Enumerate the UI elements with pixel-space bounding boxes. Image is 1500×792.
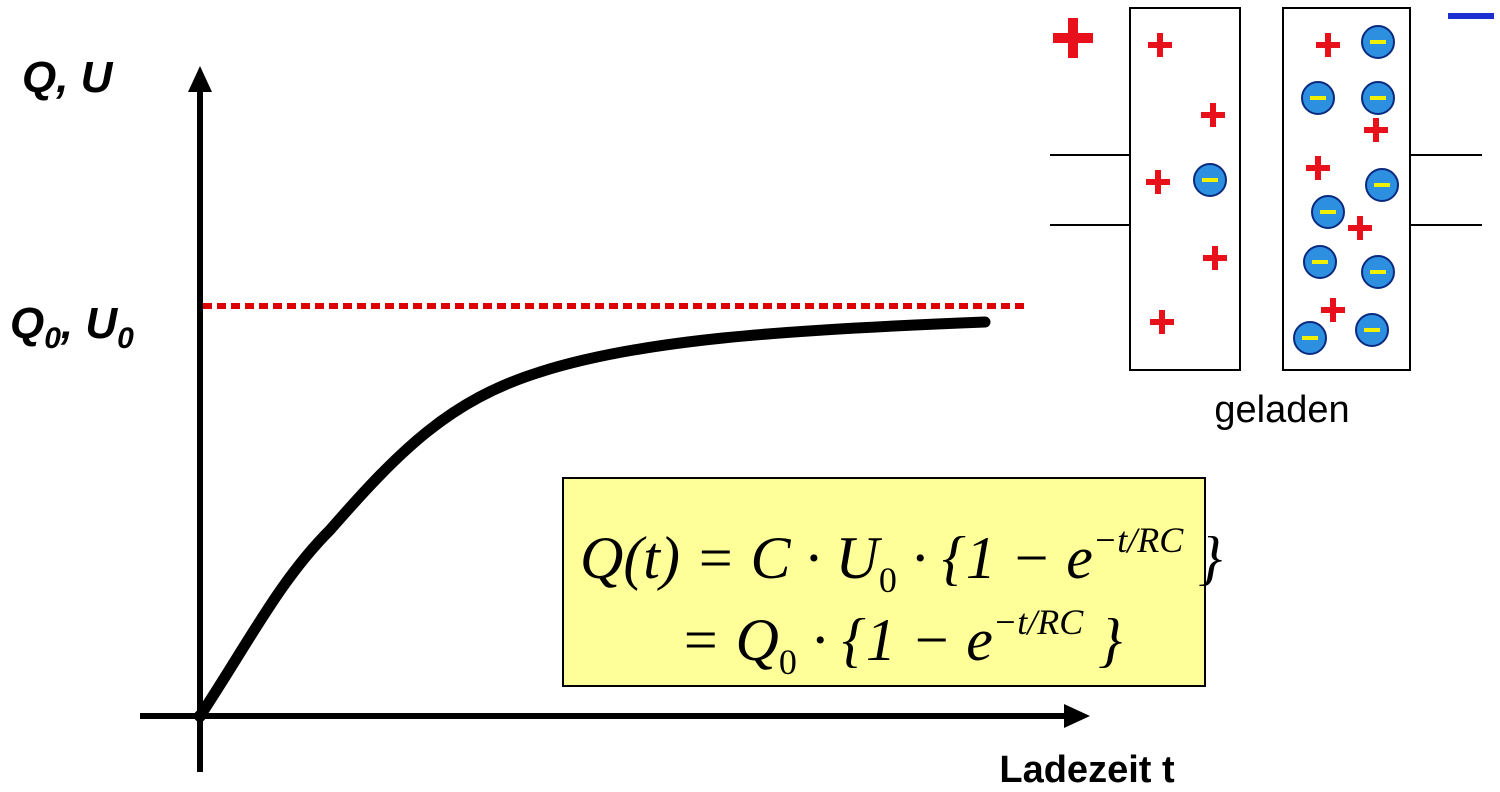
x-axis-label: Ladezeit t [999,749,1175,791]
body: Q, U Q0, U0 Ladezeit t Q(t) = C · U0 · {… [0,0,1500,792]
electron [1362,256,1394,288]
electron-minus [1202,178,1218,182]
level-u-sub: 0 [117,322,134,355]
level-label: Q0, U0 [10,299,134,355]
electron [1362,82,1394,114]
plus-bar [1159,310,1165,334]
electron [1194,164,1226,196]
y-axis-label: Q, U [22,53,114,102]
plus-bar [1212,246,1218,270]
electron [1294,322,1326,354]
plus-charge [1316,33,1340,57]
diagram: Q, U Q0, U0 Ladezeit t Q(t) = C · U0 · {… [0,0,1500,792]
minus-pole [1448,13,1494,19]
level-q: Q [10,299,44,348]
f1-sup: −t/RC [1093,520,1184,560]
plus-charge [1148,33,1172,57]
plus-charge [1053,18,1093,58]
origin-dot [194,710,206,722]
plus-charge [1146,170,1170,194]
electron [1304,246,1336,278]
plus-bar [1210,103,1216,127]
electron [1312,196,1344,228]
electron [1366,169,1398,201]
y-arrow [188,66,212,92]
plus-bar [1357,216,1363,240]
plus-bar [1155,170,1161,194]
electron-minus [1364,328,1380,332]
page: Kondensator Ladekurve {"axes": {"y_label… [0,0,1500,792]
f1-main: Q(t) = C · U [580,525,882,591]
plus-charge [1203,246,1227,270]
plus-charge [1150,310,1174,334]
electron-minus [1370,270,1386,274]
plus-charge [1201,103,1225,127]
electron [1362,26,1394,58]
plus-bar [1373,118,1379,142]
plus-bar [1068,18,1078,58]
plus-bar [1330,298,1336,322]
f1-mid: · {1 − e [897,525,1093,591]
electron-minus [1370,40,1386,44]
level-q-sub: 0 [44,322,61,355]
level-u: , U [60,299,118,348]
electron-minus [1312,260,1328,264]
capacitor [1050,8,1494,370]
electron-minus [1320,210,1336,214]
plus-charge [1364,118,1388,142]
electron-minus [1302,336,1318,340]
electron [1356,314,1388,346]
plus-charge [1348,216,1372,240]
x-arrow [1064,704,1090,728]
f2-mid: · {1 − e [797,607,993,673]
plus-charge [1321,298,1345,322]
f2-sub: 0 [779,642,797,682]
plus-bar [1315,156,1321,180]
capacitor-caption: geladen [1214,389,1349,431]
plus-bar [1325,33,1331,57]
f1-end: } [1183,525,1222,591]
electron-minus [1374,183,1390,187]
plus-charge [1306,156,1330,180]
f1-sub: 0 [879,560,897,600]
f2-main: = Q [680,607,779,673]
electron [1302,82,1334,114]
f2-sup: −t/RC [993,602,1084,642]
electron-minus [1370,96,1386,100]
f2-end: } [1083,607,1122,673]
plus-bar [1157,33,1163,57]
electron-minus [1310,96,1326,100]
